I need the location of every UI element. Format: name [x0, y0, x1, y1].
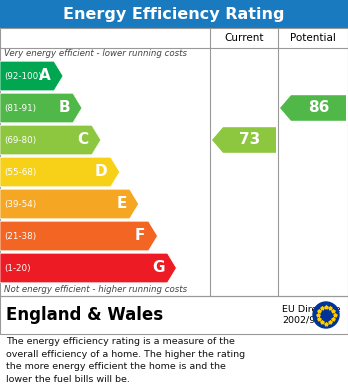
Text: (69-80): (69-80) [4, 136, 36, 145]
Text: EU Directive: EU Directive [282, 305, 340, 314]
Text: (21-38): (21-38) [4, 231, 36, 240]
Text: D: D [95, 165, 108, 179]
Bar [0, 296, 348, 334]
Text: (1-20): (1-20) [4, 264, 31, 273]
Polygon shape [0, 93, 82, 123]
Text: (55-68): (55-68) [4, 167, 37, 176]
Text: Current: Current [224, 33, 264, 43]
Text: 73: 73 [239, 133, 260, 147]
Polygon shape [0, 157, 120, 187]
Text: Very energy efficient - lower running costs: Very energy efficient - lower running co… [4, 50, 187, 59]
Text: B: B [58, 100, 70, 115]
Bar [0, 0, 348, 28]
Bar [0, 28, 348, 296]
Text: (92-100): (92-100) [4, 72, 42, 81]
Text: (39-54): (39-54) [4, 199, 36, 208]
Text: F: F [135, 228, 145, 244]
Text: The energy efficiency rating is a measure of the
overall efficiency of a home. T: The energy efficiency rating is a measur… [6, 337, 245, 384]
Text: England & Wales: England & Wales [6, 306, 163, 324]
Text: Potential: Potential [290, 33, 336, 43]
Text: E: E [116, 197, 127, 212]
Text: Energy Efficiency Rating: Energy Efficiency Rating [63, 7, 285, 22]
Text: G: G [152, 260, 164, 276]
Polygon shape [280, 95, 346, 121]
Polygon shape [0, 125, 101, 155]
Text: (81-91): (81-91) [4, 104, 36, 113]
Polygon shape [0, 253, 176, 283]
Circle shape [313, 302, 339, 328]
Polygon shape [0, 189, 139, 219]
Text: A: A [39, 68, 51, 84]
Text: C: C [78, 133, 89, 147]
Text: Not energy efficient - higher running costs: Not energy efficient - higher running co… [4, 285, 187, 294]
Text: 86: 86 [308, 100, 329, 115]
Polygon shape [0, 61, 63, 91]
Polygon shape [212, 127, 276, 153]
Polygon shape [0, 221, 158, 251]
Text: 2002/91/EC: 2002/91/EC [282, 316, 337, 325]
